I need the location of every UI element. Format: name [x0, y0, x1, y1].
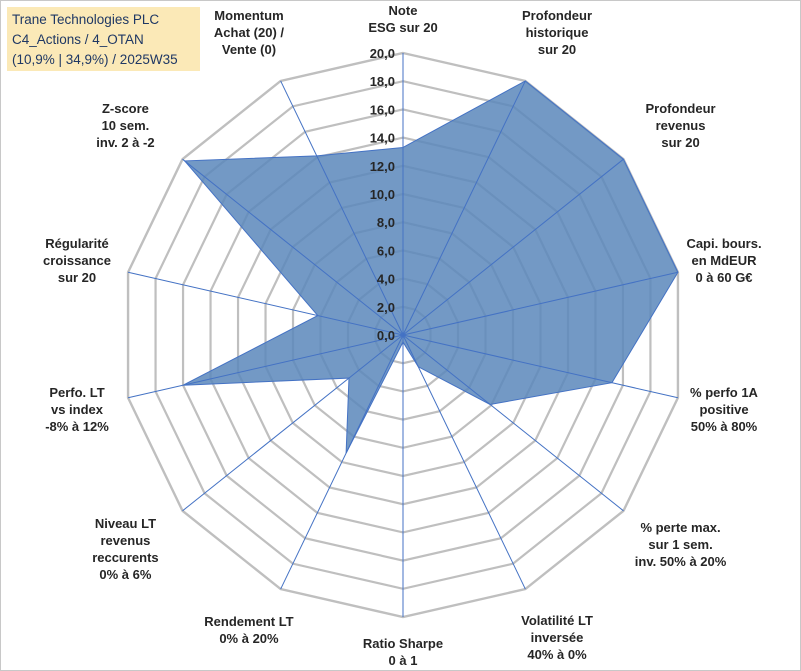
- axis-label: Volatilité LT inversée 40% à 0%: [521, 612, 593, 662]
- axis-spoke: [402, 334, 526, 590]
- axis-spoke: [182, 158, 404, 336]
- axis-label: Z-score 10 sem. inv. 2 à -2: [96, 101, 155, 151]
- tick-label: 0,0: [377, 328, 395, 343]
- tick-label: 6,0: [377, 243, 395, 258]
- axis-label: Capi. bours. en MdEUR 0 à 60 G€: [686, 235, 762, 285]
- axis-label: Rendement LT 0% à 20%: [204, 613, 294, 646]
- axis-spoke: [127, 271, 404, 336]
- axis-label: Perfo. LT vs index -8% à 12%: [45, 385, 109, 435]
- title-line-category: C4_Actions / 4_OTAN: [12, 32, 144, 47]
- axis-spoke: [402, 158, 624, 336]
- axis-label: Profondeur revenus sur 20: [645, 101, 716, 151]
- axis-label: Note ESG sur 20: [368, 3, 438, 35]
- axis-spoke: [402, 80, 526, 336]
- title-line-stats: (10,9% | 34,9%) / 2025W35: [12, 52, 178, 67]
- tick-label: 10,0: [370, 187, 395, 202]
- axis-label: % perte max. sur 1 sem. inv. 50% à 20%: [634, 519, 727, 569]
- tick-label: 12,0: [370, 159, 395, 174]
- axis-label: Ratio Sharpe 0 à 1: [362, 636, 444, 668]
- tick-label: 18,0: [370, 74, 395, 89]
- axis-label: Profondeur historique sur 20: [521, 8, 593, 58]
- axis-spoke: [402, 334, 624, 512]
- series-area: [182, 80, 679, 454]
- tick-label: 14,0: [370, 131, 395, 146]
- axis-label: Momentum Achat (20) / Vente (0): [213, 8, 284, 58]
- axis-spoke: [402, 271, 679, 336]
- axis-spoke: [127, 334, 404, 399]
- title-line-company: Trane Technologies PLC: [12, 12, 160, 27]
- tick-label: 2,0: [377, 300, 395, 315]
- tick-label: 4,0: [377, 272, 395, 287]
- tick-label: 20,0: [370, 46, 395, 61]
- axis-label: Niveau LT revenus reccurents 0% à 6%: [92, 516, 159, 583]
- axis-spoke: [280, 80, 404, 336]
- axis-spoke: [182, 334, 404, 512]
- title-box: Trane Technologies PLC C4_Actions / 4_OT…: [7, 7, 200, 71]
- axis-label: % perfo 1A positive 50% à 80%: [690, 385, 758, 435]
- axis-spoke: [402, 334, 679, 399]
- axis-label: Régularité croissance sur 20: [43, 235, 111, 285]
- tick-label: 8,0: [377, 215, 395, 230]
- tick-label: 16,0: [370, 102, 395, 117]
- axis-spoke: [280, 334, 404, 590]
